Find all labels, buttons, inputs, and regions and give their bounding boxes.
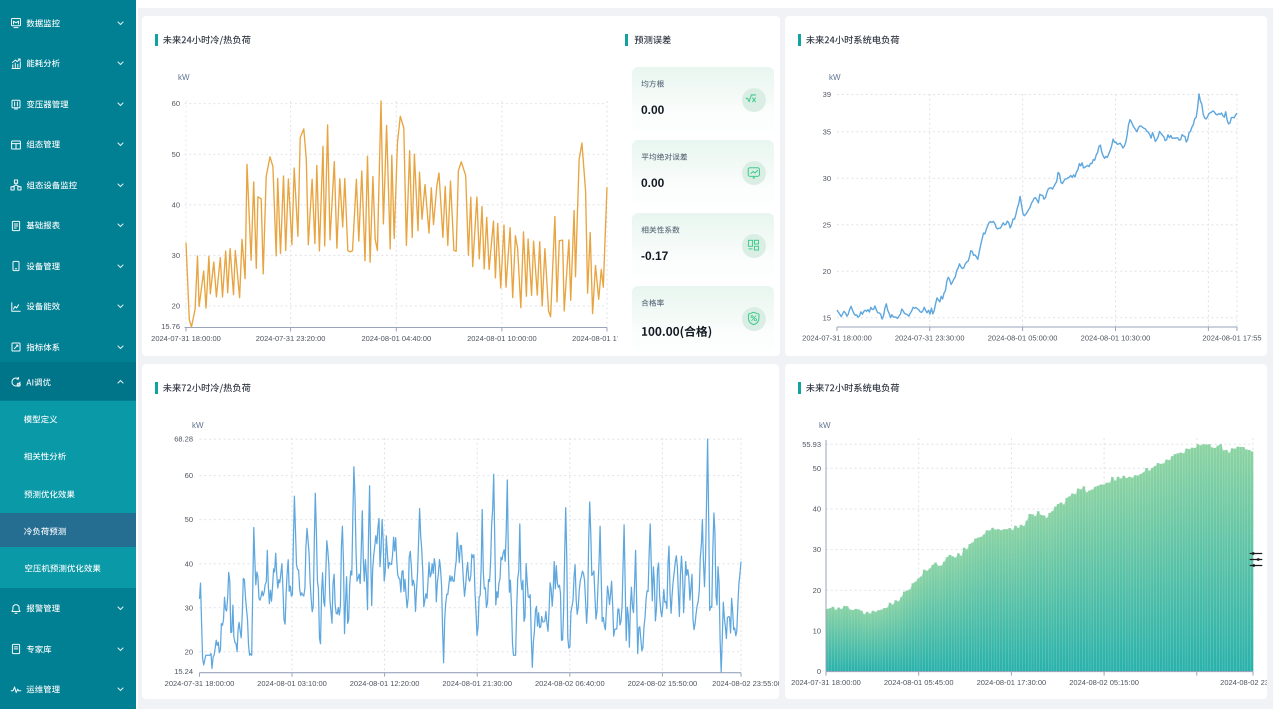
svg-text:15: 15 [823, 313, 831, 322]
svg-text:2024-08-02 23:55:00: 2024-08-02 23:55:00 [712, 679, 779, 688]
svg-text:60: 60 [172, 99, 180, 108]
svg-text:50: 50 [813, 464, 821, 473]
svg-text:2024-08-01 05:45:00: 2024-08-01 05:45:00 [884, 678, 954, 687]
svg-text:40: 40 [172, 200, 180, 209]
svg-text:30: 30 [172, 251, 180, 260]
svg-text:68.28: 68.28 [174, 435, 193, 444]
svg-text:50: 50 [172, 150, 180, 159]
svg-text:2024-08-01 12:20:00: 2024-08-01 12:20:00 [350, 679, 420, 688]
svg-text:10: 10 [813, 627, 821, 636]
svg-text:40: 40 [813, 505, 821, 514]
svg-text:15.76: 15.76 [161, 322, 180, 331]
svg-text:39: 39 [823, 90, 831, 99]
svg-text:40: 40 [185, 559, 193, 568]
svg-text:2024-07-31 23:30:00: 2024-07-31 23:30:00 [895, 334, 965, 343]
svg-text:2024-08-01 17:55:00: 2024-08-01 17:55:00 [572, 334, 618, 343]
svg-text:2024-08-02 05:15:00: 2024-08-02 05:15:00 [1069, 678, 1139, 687]
svg-text:2024-07-31 18:00:00: 2024-07-31 18:00:00 [802, 334, 872, 343]
svg-text:60: 60 [185, 471, 193, 480]
svg-text:kW: kW [192, 421, 204, 430]
svg-text:0: 0 [817, 667, 821, 676]
svg-text:20: 20 [172, 302, 180, 311]
svg-text:kW: kW [819, 421, 831, 430]
svg-text:kW: kW [178, 73, 190, 82]
svg-text:30: 30 [185, 603, 193, 612]
svg-text:2024-08-02 15:50:00: 2024-08-02 15:50:00 [628, 679, 698, 688]
svg-text:50: 50 [185, 515, 193, 524]
svg-text:2024-08-01 03:10:00: 2024-08-01 03:10:00 [257, 679, 327, 688]
svg-text:2024-08-01 05:00:00: 2024-08-01 05:00:00 [988, 334, 1058, 343]
svg-text:25: 25 [823, 220, 831, 229]
svg-text:2024-08-02 23:55:00: 2024-08-02 23:55:00 [1220, 678, 1267, 687]
svg-text:2024-07-31 18:00:00: 2024-07-31 18:00:00 [791, 678, 861, 687]
svg-text:2024-08-01 17:55: 2024-08-01 17:55 [1202, 334, 1261, 343]
svg-text:20: 20 [813, 586, 821, 595]
svg-text:2024-08-01 21:30:00: 2024-08-01 21:30:00 [442, 679, 512, 688]
svg-text:2024-08-01 10:00:00: 2024-08-01 10:00:00 [467, 334, 537, 343]
svg-text:2024-07-31 18:00:00: 2024-07-31 18:00:00 [151, 334, 221, 343]
svg-text:15.24: 15.24 [174, 667, 193, 676]
svg-text:30: 30 [823, 174, 831, 183]
svg-text:2024-08-02 06:40:00: 2024-08-02 06:40:00 [535, 679, 605, 688]
svg-text:55.93: 55.93 [802, 440, 821, 449]
svg-text:2024-08-01 10:30:00: 2024-08-01 10:30:00 [1081, 334, 1151, 343]
svg-text:2024-07-31 23:20:00: 2024-07-31 23:20:00 [256, 334, 326, 343]
svg-text:35: 35 [823, 127, 831, 136]
svg-text:30: 30 [813, 545, 821, 554]
svg-text:2024-08-01 04:40:00: 2024-08-01 04:40:00 [361, 334, 431, 343]
svg-text:kW: kW [829, 73, 841, 82]
svg-text:20: 20 [823, 267, 831, 276]
svg-text:2024-08-01 17:30:00: 2024-08-01 17:30:00 [977, 678, 1047, 687]
svg-text:20: 20 [185, 647, 193, 656]
svg-text:2024-07-31 18:00:00: 2024-07-31 18:00:00 [165, 679, 235, 688]
